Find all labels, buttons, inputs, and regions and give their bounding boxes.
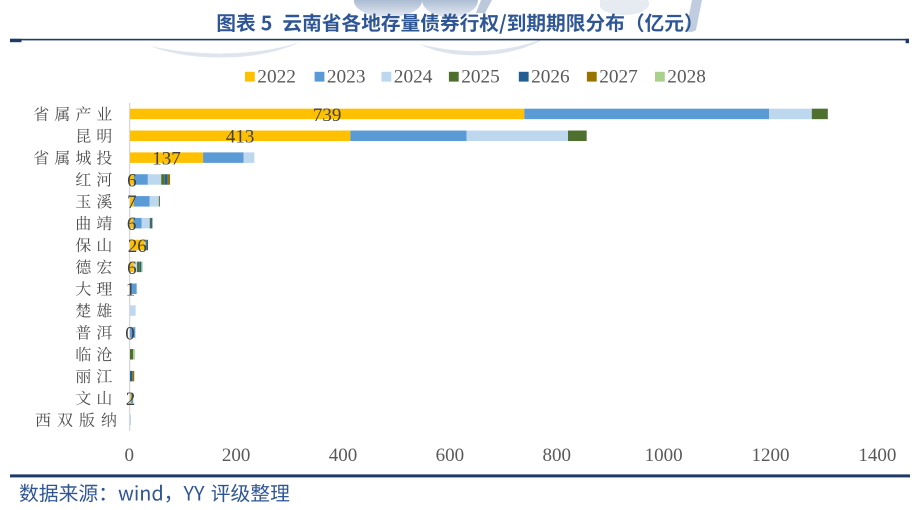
svg-text:0: 0 bbox=[124, 445, 134, 466]
svg-text:0: 0 bbox=[125, 323, 135, 344]
svg-text:413: 413 bbox=[226, 127, 255, 148]
svg-text:26: 26 bbox=[128, 236, 147, 257]
svg-text:2028: 2028 bbox=[667, 66, 706, 87]
svg-text:2022: 2022 bbox=[257, 66, 296, 87]
svg-text:6: 6 bbox=[127, 258, 137, 279]
svg-text:7: 7 bbox=[127, 192, 137, 213]
svg-text:2026: 2026 bbox=[531, 66, 570, 87]
svg-text:1400: 1400 bbox=[858, 445, 896, 466]
svg-text:1000: 1000 bbox=[645, 445, 683, 466]
svg-text:2023: 2023 bbox=[327, 66, 366, 87]
svg-text:2: 2 bbox=[126, 389, 136, 410]
svg-text:1200: 1200 bbox=[752, 445, 790, 466]
svg-text:400: 400 bbox=[329, 445, 358, 466]
svg-text:6: 6 bbox=[127, 214, 137, 235]
svg-text:200: 200 bbox=[222, 445, 251, 466]
svg-text:2024: 2024 bbox=[394, 66, 433, 87]
svg-text:800: 800 bbox=[542, 445, 571, 466]
svg-text:600: 600 bbox=[436, 445, 465, 466]
svg-text:6: 6 bbox=[127, 170, 137, 191]
svg-text:2027: 2027 bbox=[599, 66, 638, 87]
svg-text:2025: 2025 bbox=[461, 66, 500, 87]
svg-text:739: 739 bbox=[313, 105, 342, 126]
svg-text:137: 137 bbox=[152, 149, 181, 170]
svg-text:1: 1 bbox=[126, 280, 136, 301]
